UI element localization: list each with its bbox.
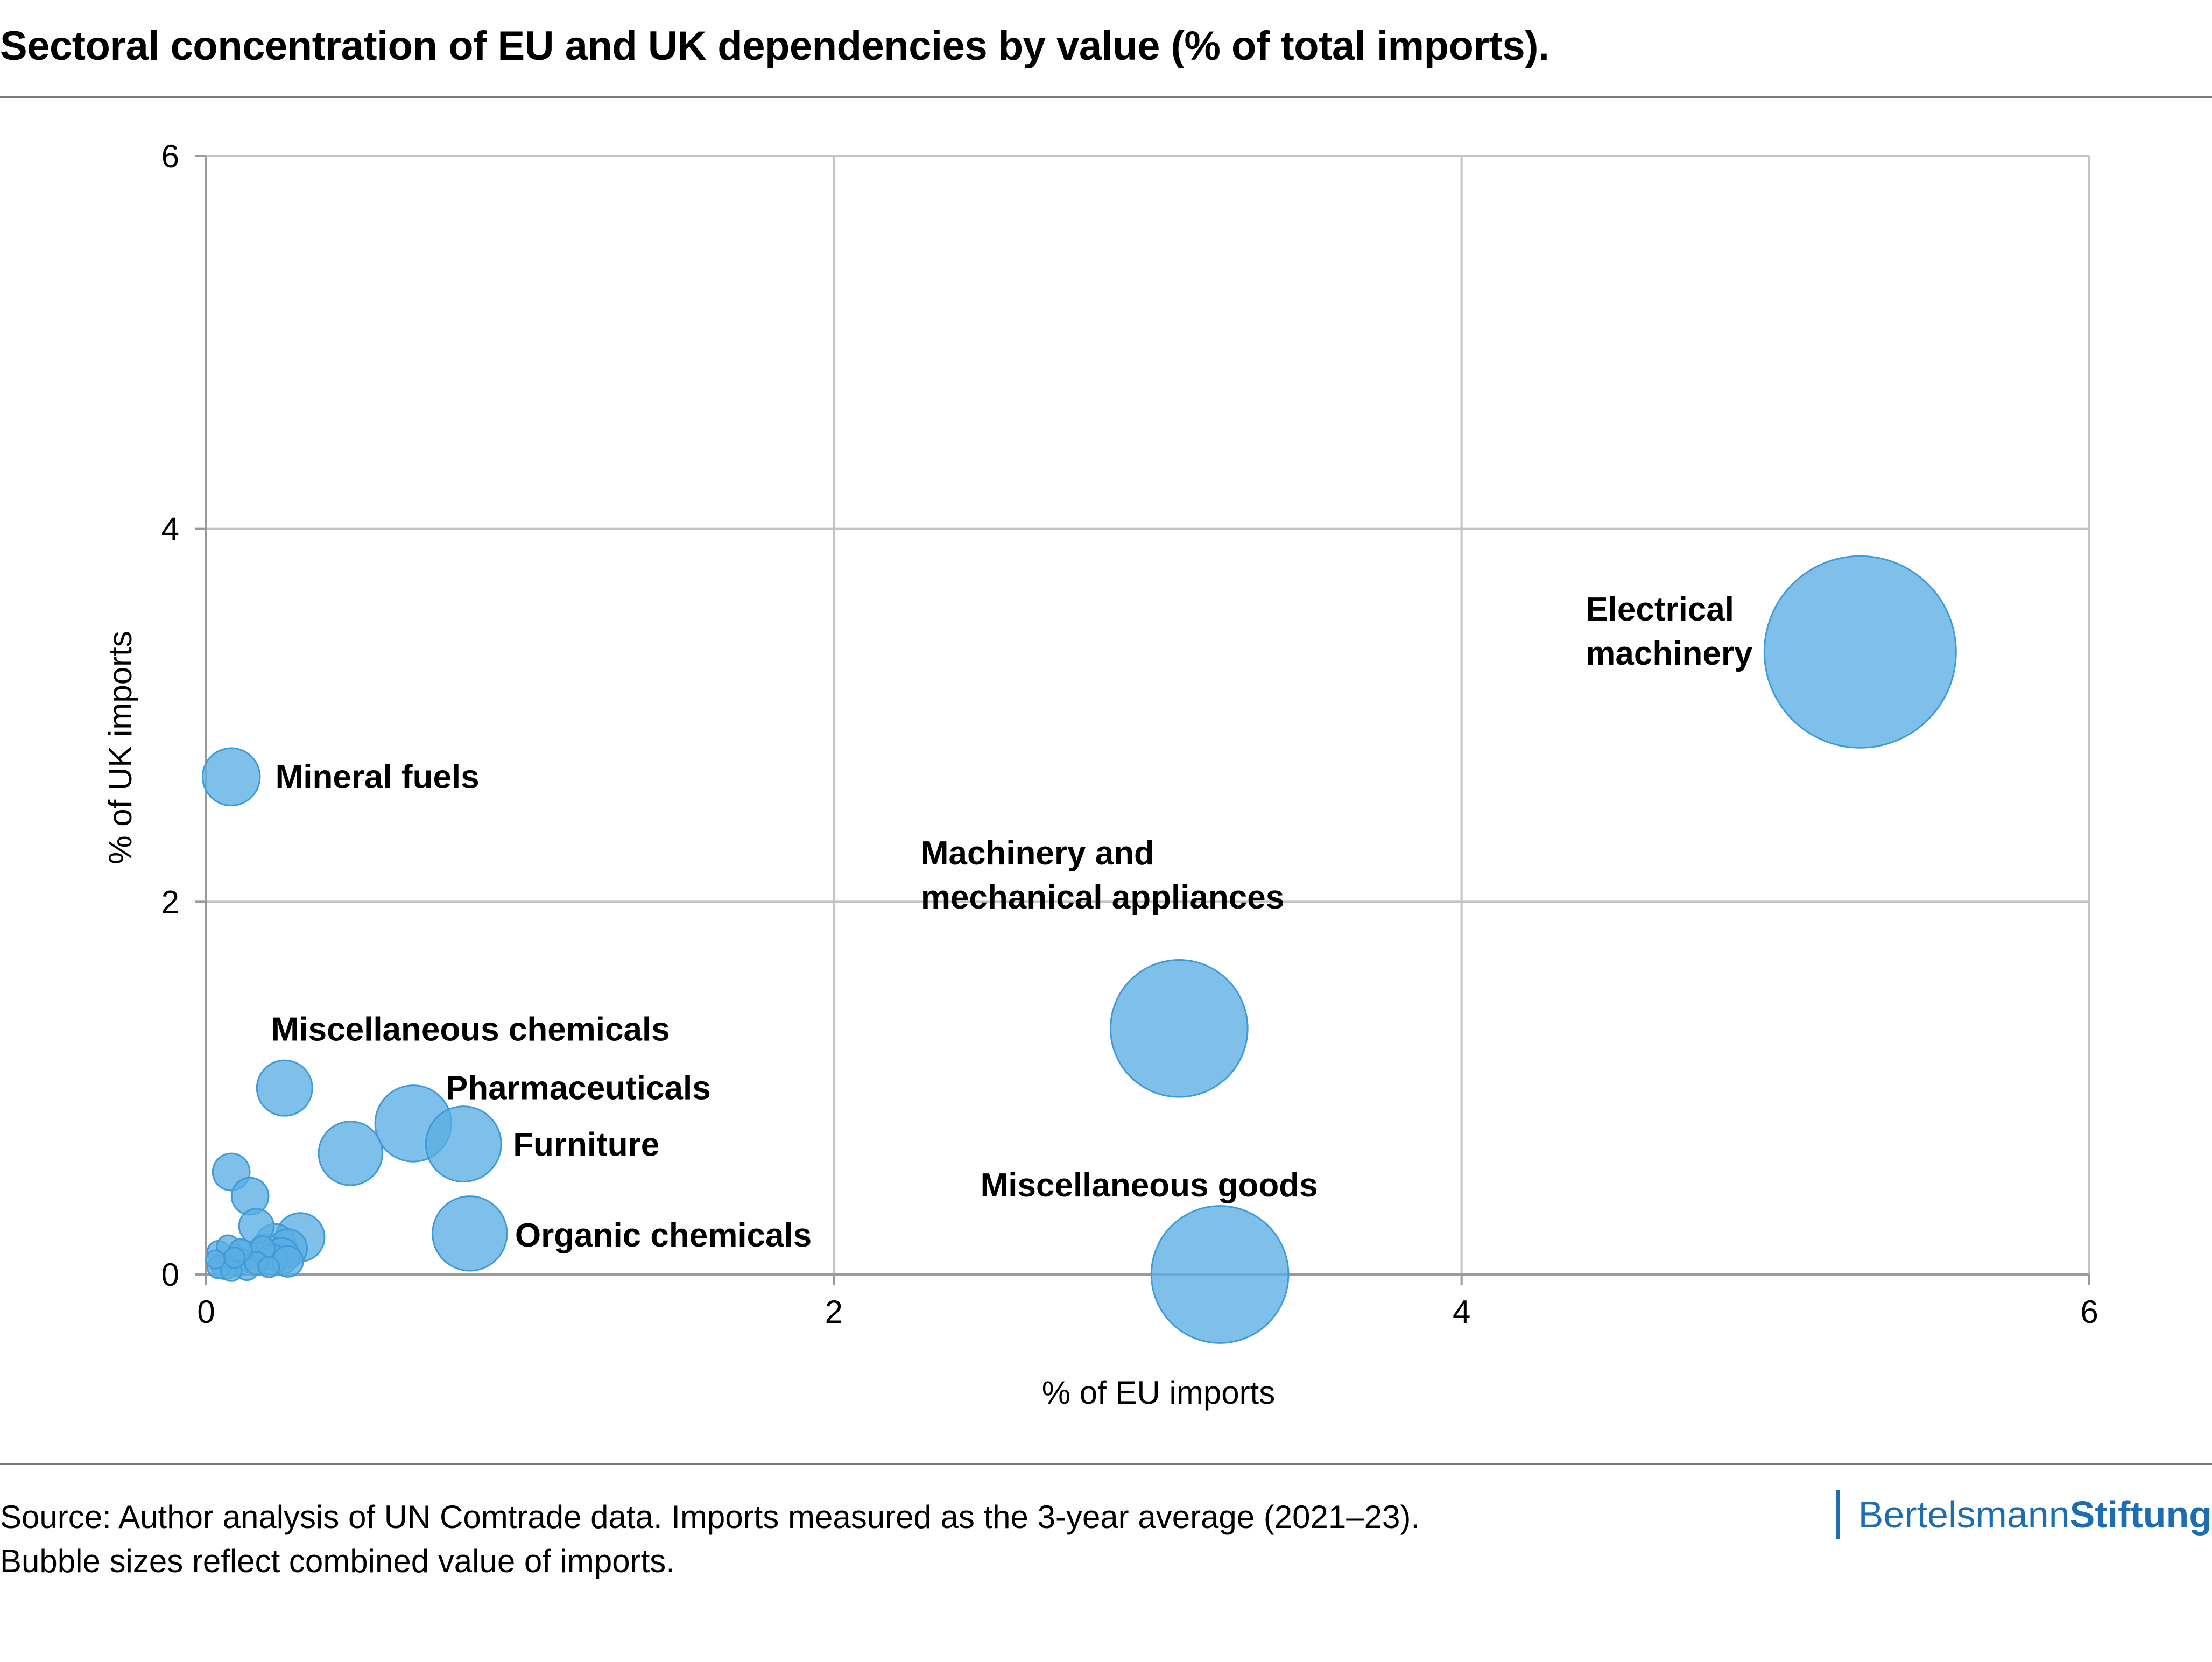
bubble-series (201, 555, 1957, 1344)
x-tick-label: 2 (825, 1294, 843, 1330)
y-tick-label: 4 (161, 511, 179, 547)
bubble-organic-chemicals (432, 1195, 508, 1272)
bubble (205, 1249, 226, 1270)
bubble-label: Electrical (1586, 591, 1734, 628)
bubble (223, 1246, 246, 1269)
bubble-label: mechanical appliances (921, 879, 1284, 916)
bubble (318, 1121, 383, 1186)
bubble-label: Miscellaneous goods (981, 1167, 1318, 1204)
brand-bar-icon (1835, 1490, 1840, 1539)
y-tick-label: 0 (161, 1257, 179, 1293)
brand-logo: Bertelsmann Stiftung (1835, 1490, 2212, 1539)
chart-gridlines (195, 155, 2090, 1285)
y-axis-title: % of UK imports (102, 631, 138, 864)
brand-name-part1: Bertelsmann (1858, 1494, 2070, 1536)
title-divider (0, 96, 2212, 98)
x-tick-label: 0 (197, 1294, 215, 1330)
x-tick-label: 6 (2080, 1294, 2098, 1330)
footer-divider (0, 1463, 2212, 1465)
axis-ticks: 0 2 4 6 0 2 4 6 (161, 138, 2098, 1330)
bubble (257, 1256, 280, 1278)
bubble-label: Pharmaceuticals (446, 1069, 711, 1107)
bubble-label: Machinery and (921, 835, 1154, 872)
bubble-label: Miscellaneous chemicals (271, 1011, 670, 1048)
bubble-label: Furniture (513, 1126, 659, 1164)
bubble-mineral-fuels (201, 747, 261, 807)
bubble-furniture (425, 1105, 502, 1183)
bubble-label: machinery (1586, 635, 1753, 672)
bubble-miscellaneous-chemicals (256, 1059, 313, 1117)
source-line-2: Bubble sizes reflect combined value of i… (0, 1543, 675, 1579)
x-tick-label: 4 (1453, 1294, 1470, 1330)
bubble-chart: Electrical machinery Machinery and mechanic… (102, 138, 2098, 1411)
y-tick-label: 2 (161, 884, 179, 920)
source-note: Source: Author analysis of UN Comtrade d… (0, 1495, 1420, 1583)
bubble-label: Mineral fuels (276, 758, 480, 795)
source-line-1: Source: Author analysis of UN Comtrade d… (0, 1499, 1420, 1535)
bubble-electrical-machinery (1763, 555, 1957, 749)
bubble-labels: Electrical machinery Machinery and mechanic… (271, 591, 1753, 1254)
bubble-miscellaneous-goods (1150, 1205, 1290, 1344)
chart-title: Sectoral concentration of EU and UK depe… (0, 23, 1549, 69)
bubble-machinery-and-mechanical-appliances (1109, 959, 1249, 1098)
bubble-label: Organic chemicals (515, 1217, 812, 1254)
brand-name-part2: Stiftung (2069, 1494, 2212, 1536)
y-tick-label: 6 (161, 138, 179, 174)
x-axis-title: % of EU imports (1042, 1375, 1275, 1411)
